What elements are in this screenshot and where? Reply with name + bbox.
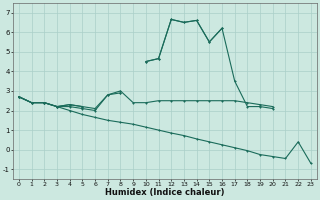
X-axis label: Humidex (Indice chaleur): Humidex (Indice chaleur) xyxy=(105,188,225,197)
